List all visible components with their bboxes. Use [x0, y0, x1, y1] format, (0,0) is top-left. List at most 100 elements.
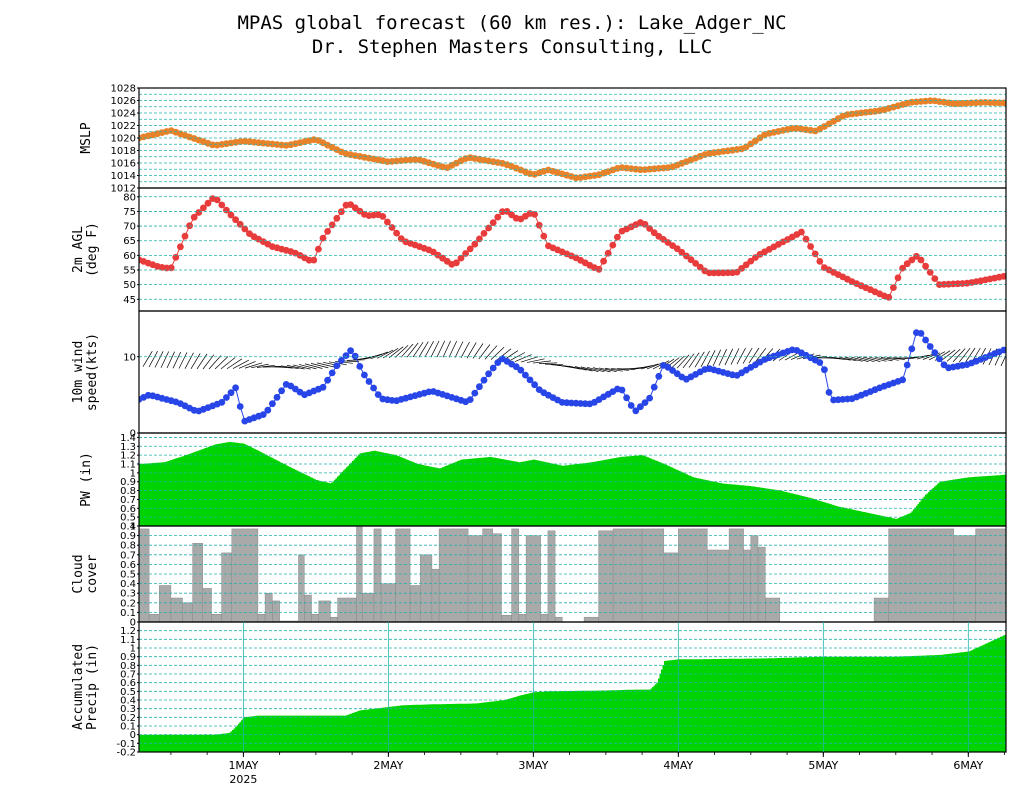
y-tick-label: 1022	[111, 121, 136, 132]
wind-barb	[604, 367, 623, 372]
y-tick-label: 0.5	[120, 570, 136, 581]
temp-point	[466, 245, 474, 253]
y-tick-label: 0.1	[120, 608, 136, 619]
wind-barb	[274, 365, 293, 369]
temp-point	[540, 232, 548, 240]
cloud-bar	[888, 528, 955, 622]
x-tick-label: 5MAY	[808, 759, 838, 772]
cloud-bar	[318, 600, 331, 622]
cloud-bar	[311, 614, 319, 622]
y-tick-label: 0.6	[120, 504, 136, 515]
wind-barb	[736, 348, 746, 365]
wind-point	[646, 394, 653, 402]
wind-point	[816, 359, 824, 366]
wind-point	[356, 363, 364, 370]
x-tick-label: 1MAY	[228, 759, 258, 772]
temp-point	[802, 235, 810, 243]
wind-barb	[562, 365, 581, 370]
y-tick-label: 0.5	[120, 687, 136, 698]
wind-barb	[472, 343, 484, 359]
temp-point	[600, 257, 607, 265]
y-tick-label: 0.7	[120, 495, 136, 506]
wind-point	[825, 389, 833, 396]
temp-point	[319, 234, 327, 242]
temp-point	[696, 263, 704, 271]
temp-point	[190, 213, 198, 221]
y-tick-label: 0.7	[120, 550, 136, 561]
mslp-point	[1000, 99, 1006, 107]
cloud-bar	[598, 530, 614, 622]
wind-barb	[466, 342, 477, 359]
y-tick-label: 70	[123, 222, 136, 233]
temp-point	[167, 264, 175, 272]
y-tick-label: 0.2	[120, 713, 136, 724]
cloud-bar	[298, 554, 305, 622]
temp-point	[742, 261, 750, 269]
wind-point	[328, 369, 336, 377]
temp-point	[733, 268, 741, 276]
temp-point	[476, 235, 483, 243]
wind-barb	[184, 352, 194, 369]
x-tick-label: 6MAY	[953, 759, 983, 772]
temp-point	[908, 256, 916, 264]
wind-barb	[520, 356, 539, 363]
y-tick-label: 1	[130, 644, 136, 655]
wind-point	[618, 386, 626, 394]
wind-point	[627, 402, 635, 409]
y-tick-label: 0.8	[120, 541, 136, 552]
wind-barb	[292, 364, 311, 370]
precip-area	[139, 634, 1006, 752]
plot-area-cloud	[139, 526, 1006, 622]
temp-point	[489, 219, 497, 227]
temp-point	[393, 229, 400, 237]
cloud-bar	[707, 549, 730, 622]
y-tick-label: 1028	[111, 84, 136, 95]
wind-point	[485, 370, 492, 378]
wind-barb	[460, 341, 470, 359]
wind-point	[370, 384, 377, 392]
wind-barb	[676, 354, 690, 369]
cloud-bar	[211, 614, 222, 622]
wind-point	[333, 362, 341, 370]
y-tick-label: 0.6	[120, 560, 136, 571]
y-tick-label: 50	[123, 280, 136, 291]
wind-barb	[454, 341, 464, 358]
cloud-bar	[362, 592, 375, 622]
wind-point	[476, 383, 483, 391]
cloud-bar	[511, 528, 520, 622]
wind-barb	[304, 363, 323, 369]
wind-point	[494, 359, 502, 366]
y-tick-label: 1018	[111, 146, 136, 157]
wind-barb	[226, 358, 243, 370]
temp-point	[453, 259, 460, 267]
cloud-bar	[139, 528, 150, 622]
wind-barb	[1000, 354, 1006, 367]
wind-point	[899, 376, 906, 384]
y-tick-label: 0.1	[120, 722, 136, 733]
wind-barb	[238, 361, 256, 369]
wind-point	[908, 345, 916, 353]
wind-barb	[850, 356, 869, 362]
y-tick-label: 0.9	[120, 531, 136, 542]
y-tick-label: 1.4	[120, 433, 136, 444]
chart-title: MPAS global forecast (60 km res.): Lake_…	[237, 12, 787, 34]
temp-point	[379, 213, 387, 220]
temp-point	[604, 249, 612, 257]
cloud-bar	[231, 528, 259, 622]
wind-barb	[190, 353, 201, 370]
y-tick-label: 1.1	[120, 635, 136, 646]
wind-barb	[220, 357, 236, 370]
temp-point	[177, 243, 184, 251]
temp-point	[227, 211, 235, 219]
wind-barb	[874, 356, 893, 362]
temp-point	[172, 253, 180, 261]
y-axis-label: 10m wind	[71, 341, 86, 404]
temp-point	[595, 265, 603, 273]
wind-barb	[700, 350, 710, 368]
cloud-bar	[728, 528, 744, 622]
temp-point	[609, 241, 617, 249]
y-tick-label: 0.8	[120, 661, 136, 672]
cloud-bar	[873, 597, 889, 622]
wind-barb	[610, 368, 629, 371]
